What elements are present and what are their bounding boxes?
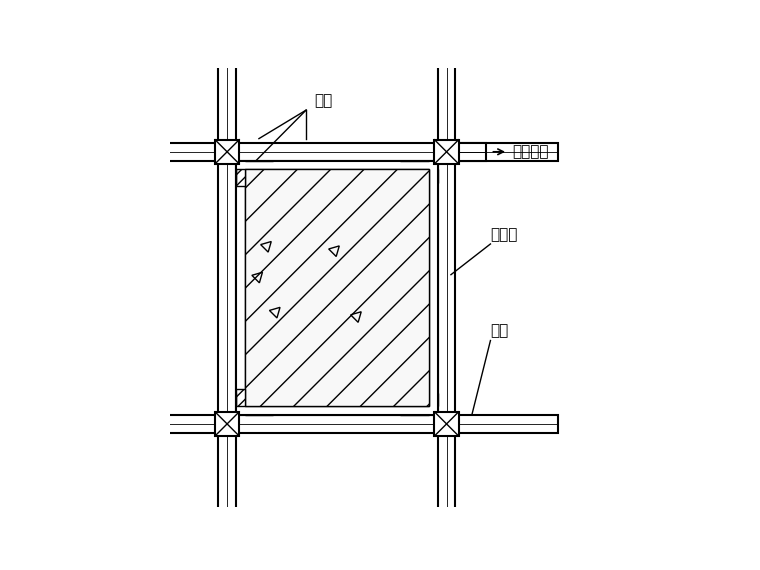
Text: 连向立杆: 连向立杆 (512, 144, 549, 159)
Bar (116, 415, 559, 433)
Bar (218, 44, 236, 531)
Text: 短钢管: 短钢管 (490, 227, 518, 242)
Bar (435, 140, 458, 164)
Bar (455, 143, 486, 161)
Text: 扣件: 扣件 (490, 323, 508, 339)
Bar (236, 169, 245, 186)
Bar (435, 412, 458, 436)
Bar (215, 140, 239, 164)
Bar (116, 143, 559, 161)
Bar (438, 44, 455, 531)
Bar (236, 389, 245, 406)
Bar (245, 169, 429, 406)
Bar (245, 169, 429, 406)
Bar (236, 161, 438, 415)
Text: 垫木: 垫木 (315, 93, 333, 108)
Bar (215, 412, 239, 436)
